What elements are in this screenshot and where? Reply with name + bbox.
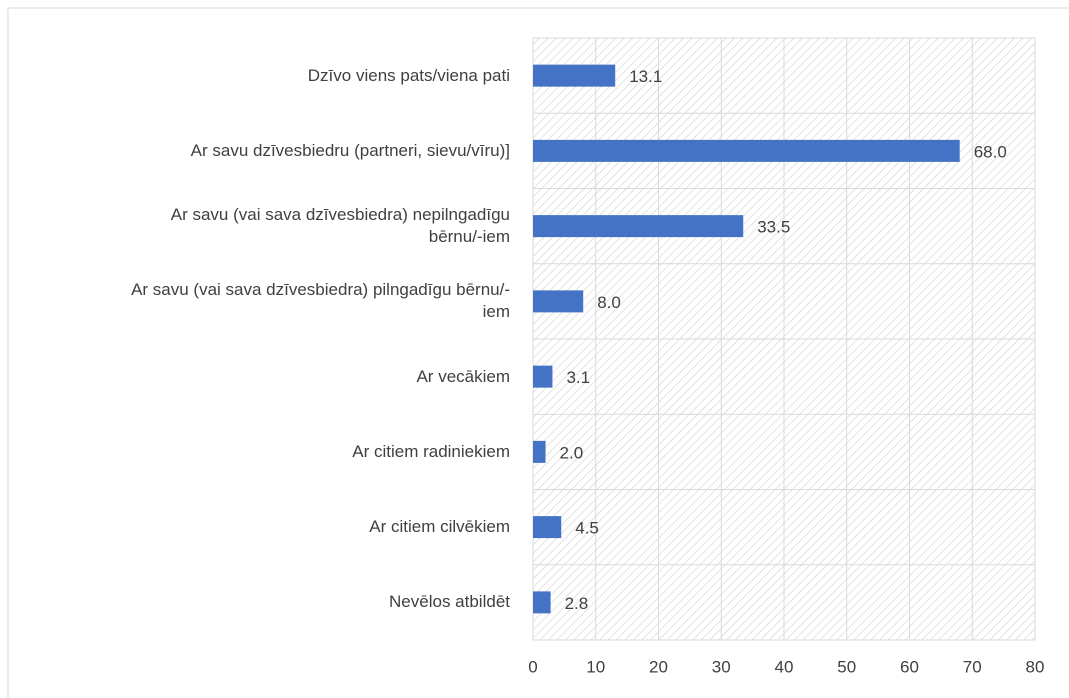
data-label: 4.5 (575, 519, 599, 538)
data-label: 33.5 (757, 218, 790, 237)
x-tick-label: 0 (528, 657, 537, 676)
bar (533, 139, 960, 162)
data-label: 68.0 (974, 142, 1007, 161)
data-label: 2.0 (560, 443, 584, 462)
x-tick-label: 80 (1026, 657, 1045, 676)
data-label: 8.0 (597, 293, 621, 312)
x-tick-label: 60 (900, 657, 919, 676)
bar (533, 365, 553, 388)
y-tick-label: Ar savu (vai sava dzīvesbiedra) nepilnga… (170, 205, 510, 247)
data-label: 2.8 (565, 594, 589, 613)
y-tick-label: Ar savu dzīvesbiedru (partneri, sievu/vī… (190, 140, 510, 160)
data-label: 13.1 (629, 67, 662, 86)
x-tick-label: 10 (586, 657, 605, 676)
y-tick-label: Ar savu (vai sava dzīvesbiedra) pilngadī… (131, 280, 510, 322)
bar (533, 290, 584, 313)
x-tick-label: 50 (837, 657, 856, 676)
y-tick-label: Dzīvo viens pats/viena pati (307, 65, 510, 85)
bar (533, 516, 562, 539)
y-tick-label: Ar citiem cilvēkiem (369, 517, 510, 537)
y-tick-label: Nevēlos atbildēt (389, 592, 510, 612)
bar (533, 64, 616, 87)
x-tick-label: 30 (712, 657, 731, 676)
y-tick-label: Ar citiem radiniekiem (352, 441, 510, 461)
x-tick-label: 70 (963, 657, 982, 676)
x-tick-label: 20 (649, 657, 668, 676)
bar (533, 215, 744, 238)
bar (533, 440, 546, 463)
data-label: 3.1 (566, 368, 590, 387)
bar (533, 591, 551, 614)
y-tick-label: Ar vecākiem (416, 366, 510, 386)
x-tick-label: 40 (775, 657, 794, 676)
chart-border (7, 7, 1069, 698)
